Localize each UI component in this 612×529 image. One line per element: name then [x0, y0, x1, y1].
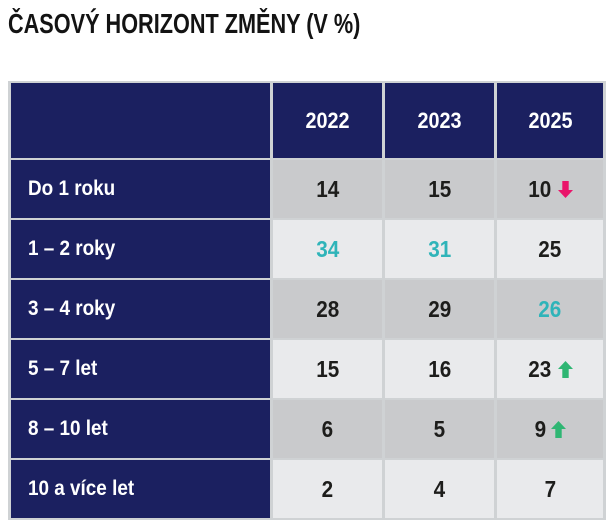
- row-label: 3 – 4 roky: [11, 280, 270, 338]
- value-cell: 23: [497, 340, 603, 398]
- row-label-text: 8 – 10 let: [28, 417, 108, 440]
- cell-content: 29: [427, 296, 453, 323]
- cell-content: 34: [315, 236, 341, 263]
- table-row: 1 – 2 roky 34 31 25: [11, 220, 603, 278]
- header-row: 2022 2023 2025: [11, 83, 603, 158]
- value-cell: 34: [273, 220, 382, 278]
- row-label-text: 3 – 4 roky: [28, 297, 116, 320]
- cell-value: 29: [427, 295, 452, 322]
- cell-content: 10: [527, 176, 573, 203]
- cell-value: 31: [427, 235, 452, 262]
- cell-value: 7: [544, 475, 556, 502]
- cell-content: 7: [544, 476, 557, 503]
- cell-value: 15: [315, 355, 340, 382]
- table-row: 3 – 4 roky 28 29 26: [11, 280, 603, 338]
- cell-content: 23: [527, 356, 573, 383]
- column-header-2022: 2022: [273, 83, 382, 158]
- value-cell: 14: [273, 160, 382, 218]
- cell-value: 4: [433, 475, 446, 502]
- cell-content: 16: [427, 356, 453, 383]
- row-label-text: 10 a více let: [28, 477, 135, 500]
- cell-value: 15: [427, 175, 452, 202]
- value-cell: 9: [497, 400, 603, 458]
- column-header-label: 2025: [527, 107, 573, 133]
- table-row: Do 1 roku 14 15 10: [11, 160, 603, 218]
- cell-value: 9: [534, 415, 546, 442]
- cell-value: 25: [538, 235, 562, 262]
- cell-content: 14: [315, 176, 341, 203]
- cell-value: 2: [321, 475, 334, 502]
- row-label: 1 – 2 roky: [11, 220, 270, 278]
- column-header-2023: 2023: [385, 83, 494, 158]
- row-label: 10 a více let: [11, 460, 270, 518]
- cell-content: 15: [427, 176, 453, 203]
- value-cell: 28: [273, 280, 382, 338]
- row-label: 8 – 10 let: [11, 400, 270, 458]
- page-title: ČASOVÝ HORIZONT ZMĚNY (V %): [8, 8, 400, 40]
- cell-value: 14: [315, 175, 340, 202]
- cell-value: 34: [315, 235, 340, 262]
- row-label-text: 1 – 2 roky: [28, 237, 116, 260]
- cell-value: 16: [427, 355, 452, 382]
- cell-content: 25: [537, 236, 563, 263]
- row-label: Do 1 roku: [11, 160, 270, 218]
- cell-content: 4: [433, 476, 446, 503]
- value-cell: 31: [385, 220, 494, 278]
- cell-value: 28: [315, 295, 340, 322]
- cell-value: 6: [321, 415, 334, 442]
- cell-content: 15: [315, 356, 341, 383]
- trend-down-icon: [557, 180, 573, 198]
- cell-content: 31: [427, 236, 453, 263]
- table-body: Do 1 roku 14 15 10 1 – 2 roky 34 31 25 3 – 4 rok…: [11, 160, 603, 518]
- value-cell: 10: [497, 160, 603, 218]
- value-cell: 6: [273, 400, 382, 458]
- cell-value: 23: [528, 355, 552, 382]
- empty-corner-cell: [11, 83, 270, 158]
- value-cell: 2: [273, 460, 382, 518]
- column-header-label: 2022: [305, 107, 350, 133]
- cell-value: 10: [528, 175, 552, 202]
- row-label-text: 5 – 7 let: [28, 357, 98, 380]
- trend-up-icon: [557, 360, 573, 378]
- time-horizon-table: 2022 2023 2025 Do 1 roku 14 15 10 1 – 2 roky…: [8, 81, 606, 520]
- table-row: 5 – 7 let 15 16 23: [11, 340, 603, 398]
- value-cell: 25: [497, 220, 603, 278]
- value-cell: 7: [497, 460, 603, 518]
- value-cell: 15: [385, 160, 494, 218]
- value-cell: 26: [497, 280, 603, 338]
- trend-up-icon: [551, 420, 567, 438]
- cell-value: 5: [433, 415, 446, 442]
- value-cell: 15: [273, 340, 382, 398]
- value-cell: 29: [385, 280, 494, 338]
- cell-content: 9: [534, 416, 567, 443]
- cell-content: 26: [537, 296, 563, 323]
- column-header-2025: 2025: [497, 83, 603, 158]
- column-header-label: 2023: [417, 107, 462, 133]
- table-row: 10 a více let 2 4 7: [11, 460, 603, 518]
- value-cell: 16: [385, 340, 494, 398]
- table-row: 8 – 10 let 6 5 9: [11, 400, 603, 458]
- row-label: 5 – 7 let: [11, 340, 270, 398]
- cell-content: 2: [321, 476, 334, 503]
- value-cell: 5: [385, 400, 494, 458]
- cell-content: 28: [315, 296, 341, 323]
- value-cell: 4: [385, 460, 494, 518]
- page-title-text: ČASOVÝ HORIZONT ZMĚNY (V %): [8, 8, 361, 39]
- cell-value: 26: [538, 295, 562, 322]
- cell-content: 6: [321, 416, 334, 443]
- row-label-text: Do 1 roku: [28, 177, 116, 200]
- cell-content: 5: [433, 416, 446, 443]
